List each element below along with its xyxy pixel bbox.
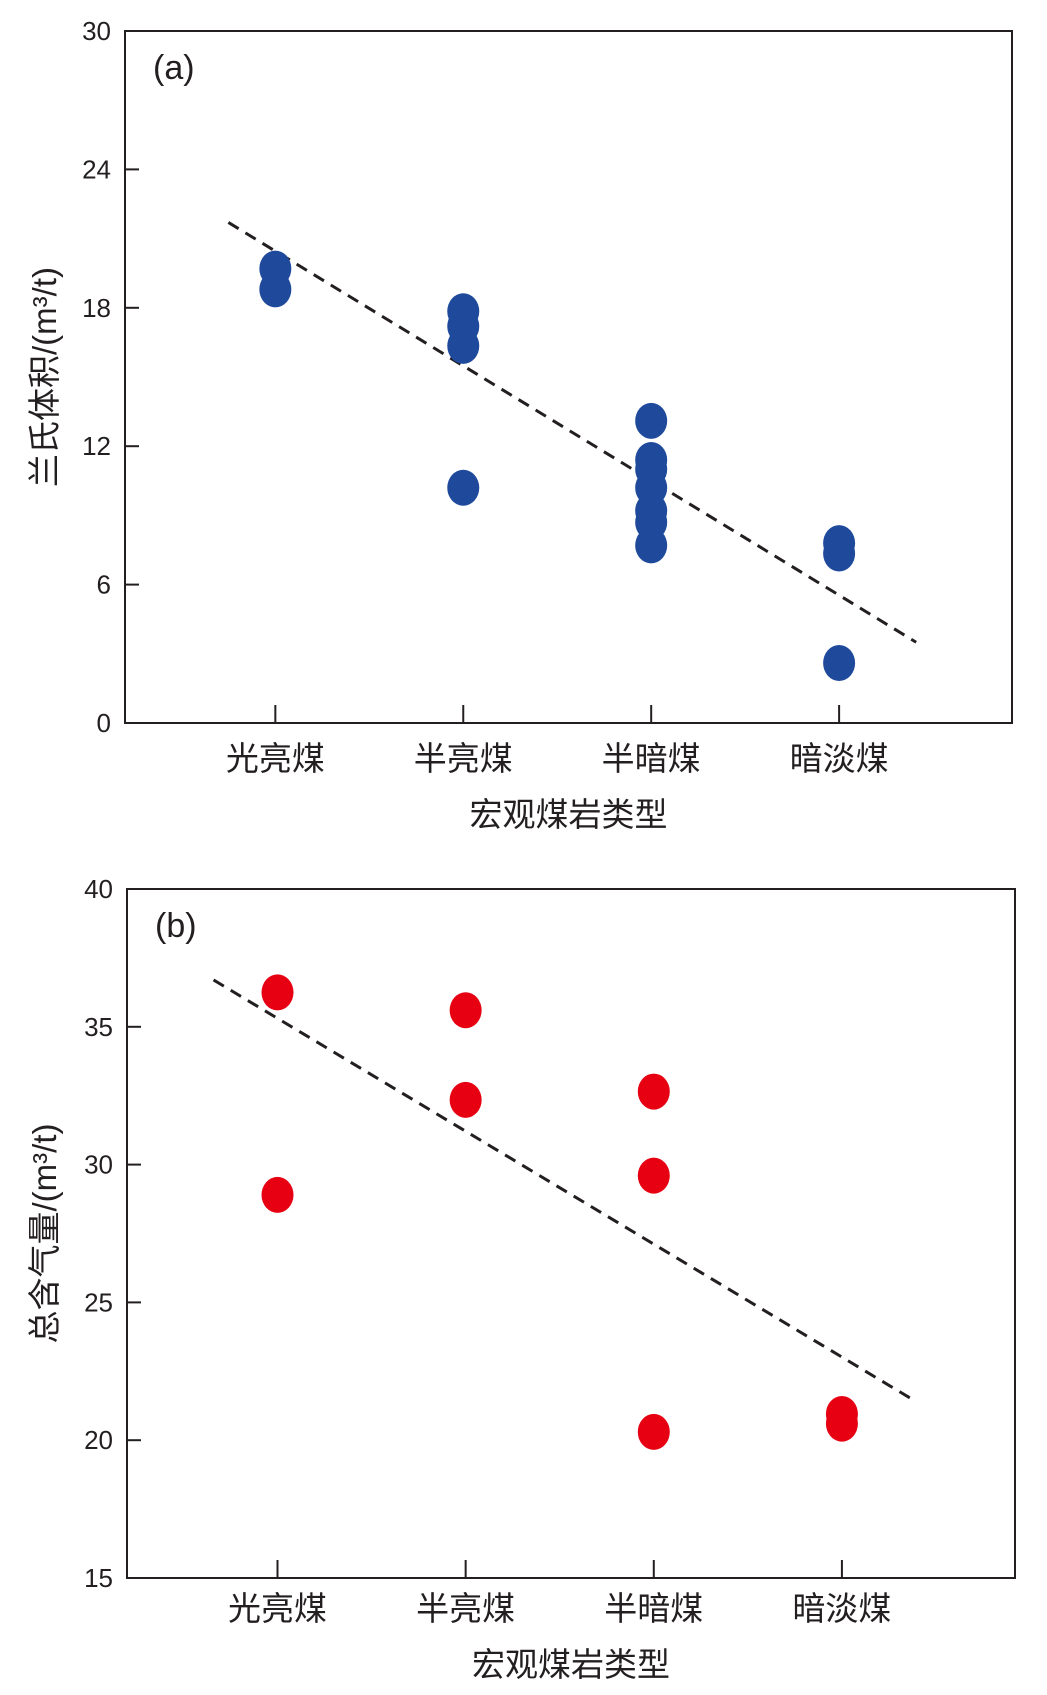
y-tick-label: 0 bbox=[97, 708, 111, 738]
data-point bbox=[449, 992, 482, 1029]
data-point bbox=[635, 402, 668, 439]
data-point bbox=[823, 535, 856, 572]
data-point bbox=[637, 1073, 670, 1110]
x-tick-label: 半亮煤 bbox=[414, 740, 513, 777]
data-point bbox=[261, 974, 294, 1011]
data-point bbox=[261, 1176, 294, 1213]
y-tick-label: 25 bbox=[84, 1287, 113, 1317]
data-point bbox=[449, 1081, 482, 1118]
x-tick-label: 暗淡煤 bbox=[792, 1590, 891, 1627]
y-tick-label: 24 bbox=[82, 154, 111, 184]
y-tick-label: 15 bbox=[84, 1563, 113, 1593]
y-tick-label: 40 bbox=[84, 874, 113, 904]
y-tick-label: 35 bbox=[84, 1012, 113, 1042]
data-point bbox=[635, 527, 668, 564]
data-point bbox=[447, 327, 480, 364]
panel-label: (b) bbox=[155, 907, 197, 945]
x-tick-label: 暗淡煤 bbox=[790, 740, 889, 777]
y-tick-label: 6 bbox=[97, 570, 111, 600]
x-tick-label: 半暗煤 bbox=[604, 1590, 703, 1627]
y-axis-title: 总含气量/(m³/t) bbox=[26, 1124, 63, 1344]
trend-line bbox=[212, 978, 913, 1401]
plot-frame bbox=[124, 30, 1013, 724]
data-point bbox=[259, 271, 292, 308]
data-point bbox=[823, 645, 856, 682]
data-point bbox=[637, 1413, 670, 1450]
plot-frame bbox=[126, 888, 1016, 1579]
y-tick-label: 18 bbox=[82, 293, 111, 323]
y-tick-label: 20 bbox=[84, 1425, 113, 1455]
panel-label: (a) bbox=[153, 49, 195, 87]
x-tick-label: 半暗煤 bbox=[602, 740, 701, 777]
y-axis-title: 兰氏体积/(m³/t) bbox=[26, 267, 63, 487]
y-tick-label: 30 bbox=[84, 1150, 113, 1180]
x-tick-label: 光亮煤 bbox=[226, 740, 325, 777]
x-tick-label: 光亮煤 bbox=[228, 1590, 327, 1627]
data-point bbox=[825, 1405, 858, 1442]
y-tick-label: 30 bbox=[82, 16, 111, 46]
data-point bbox=[447, 469, 480, 506]
y-tick-label: 12 bbox=[82, 431, 111, 461]
x-axis-title: 宏观煤岩类型 bbox=[470, 796, 668, 833]
x-tick-label: 半亮煤 bbox=[416, 1590, 515, 1627]
data-point bbox=[637, 1157, 670, 1194]
x-axis-title: 宏观煤岩类型 bbox=[472, 1646, 670, 1683]
trend-line bbox=[227, 221, 917, 644]
